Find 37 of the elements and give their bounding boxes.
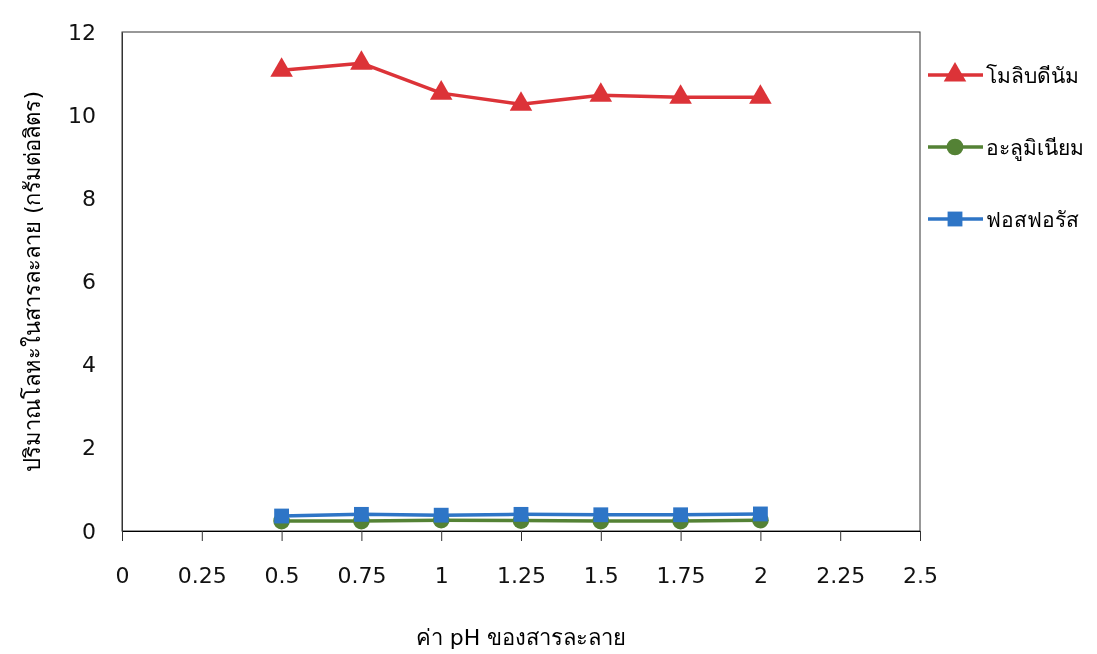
x-tick-label: 2.25	[816, 562, 866, 588]
point	[752, 506, 768, 522]
y-tick-label: 6	[82, 269, 96, 295]
legend-label: โมลิบดีนัม	[986, 64, 1079, 88]
y-axis-title: ปริมาณโลหะในสารละลาย (กรัมต่อลิตร)	[20, 90, 45, 473]
point	[589, 82, 613, 102]
y-tick-label: 2	[82, 435, 96, 461]
point	[593, 507, 609, 523]
x-axis-title: ค่า pH ของสารละลาย	[415, 625, 627, 650]
x-tick-label: 1.75	[656, 562, 706, 588]
x-tick-label: 0.25	[177, 562, 227, 588]
x-tick-label: 0	[115, 562, 130, 588]
point	[429, 80, 453, 100]
y-tick-label: 4	[82, 352, 96, 378]
point	[513, 506, 529, 522]
point	[509, 91, 533, 111]
x-tick-label: 2	[753, 562, 768, 588]
y-tick-label: 12	[68, 19, 96, 45]
x-tick-label: 1.25	[497, 562, 546, 588]
x-tick-label: 2.5	[903, 562, 938, 588]
y-tick-label: 0	[82, 518, 96, 544]
legend-label: ฟอสฟอรัส	[986, 208, 1079, 232]
point	[749, 84, 772, 104]
y-tick-label: 10	[68, 102, 96, 128]
point	[270, 57, 293, 77]
legend-label: อะลูมิเนียม	[986, 136, 1084, 161]
y-tick-label: 8	[82, 185, 96, 211]
x-tick-label: 0.75	[337, 562, 387, 588]
point	[274, 508, 290, 524]
point	[350, 50, 373, 70]
point	[669, 84, 692, 104]
x-tick-label: 1.5	[583, 562, 619, 588]
x-tick-label: 1	[434, 562, 449, 588]
point	[353, 506, 369, 522]
point	[433, 507, 449, 523]
point	[673, 507, 689, 523]
x-tick-label: 0.5	[264, 562, 300, 588]
